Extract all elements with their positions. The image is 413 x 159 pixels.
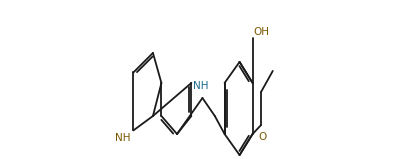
Text: OH: OH: [253, 27, 268, 37]
Text: NH: NH: [115, 133, 130, 143]
Text: O: O: [258, 132, 266, 142]
Text: NH: NH: [193, 81, 208, 91]
